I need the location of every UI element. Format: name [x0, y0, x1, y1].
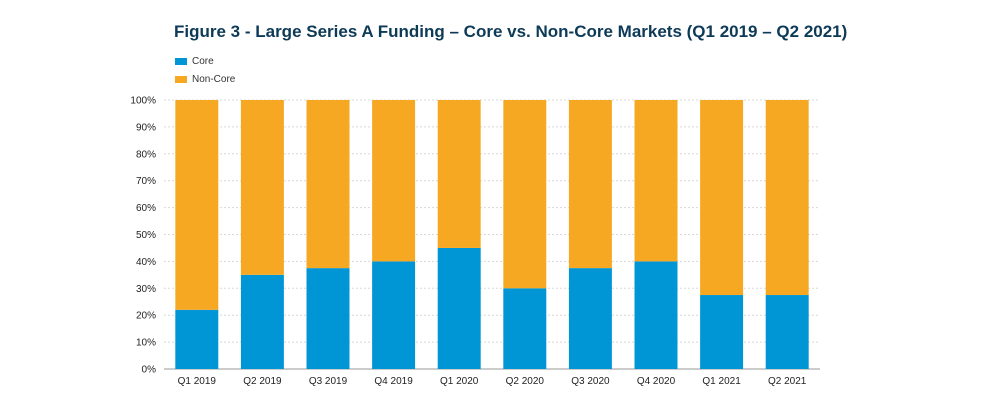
y-tick-label: 20%: [136, 311, 156, 322]
y-tick-label: 10%: [136, 338, 156, 349]
y-tick-label: 70%: [136, 176, 156, 187]
y-tick-label: 40%: [136, 257, 156, 268]
x-tick-label: Q2 2021: [768, 376, 807, 387]
y-tick-label: 90%: [136, 122, 156, 133]
bar-non-core: [700, 100, 744, 296]
bar-non-core: [240, 100, 284, 275]
bar-core: [700, 295, 744, 369]
legend-swatch-non-core: [175, 75, 187, 83]
legend-swatch-core: [175, 57, 187, 65]
x-tick-label: Q1 2019: [178, 376, 217, 387]
bar-non-core: [306, 100, 350, 269]
x-tick-label: Q3 2019: [309, 376, 348, 387]
bar-core: [634, 261, 678, 369]
bar-core: [765, 295, 809, 369]
legend-label-non-core: Non-Core: [192, 73, 236, 85]
bar-core: [503, 288, 547, 369]
x-tick-label: Q4 2019: [374, 376, 413, 387]
x-tick-label: Q1 2021: [702, 376, 741, 387]
legend-label-core: Core: [192, 55, 214, 67]
chart-legend: Core Non-Core: [175, 52, 235, 88]
bar-core: [240, 274, 284, 369]
bar-non-core: [765, 100, 809, 296]
y-tick-label: 80%: [136, 149, 156, 160]
bar-non-core: [175, 100, 219, 310]
x-tick-label: Q2 2020: [506, 376, 545, 387]
x-tick-label: Q2 2019: [243, 376, 282, 387]
y-tick-label: 0%: [142, 365, 157, 376]
bar-non-core: [372, 100, 416, 262]
y-tick-label: 50%: [136, 230, 156, 241]
legend-item-non-core: Non-Core: [175, 70, 235, 88]
y-tick-label: 60%: [136, 203, 156, 214]
x-tick-label: Q4 2020: [637, 376, 676, 387]
legend-item-core: Core: [175, 52, 235, 70]
bar-non-core: [634, 100, 678, 262]
bar-core: [372, 261, 416, 369]
bar-core: [306, 268, 350, 369]
bar-core: [175, 309, 219, 369]
bar-non-core: [437, 100, 481, 248]
x-tick-label: Q1 2020: [440, 376, 479, 387]
y-tick-label: 100%: [130, 96, 156, 107]
y-tick-label: 30%: [136, 284, 156, 295]
bar-non-core: [503, 100, 547, 289]
bar-core: [437, 247, 481, 369]
bar-non-core: [568, 100, 612, 269]
chart-title: Figure 3 - Large Series A Funding – Core…: [174, 22, 848, 41]
x-tick-label: Q3 2020: [571, 376, 610, 387]
bar-core: [568, 268, 612, 369]
